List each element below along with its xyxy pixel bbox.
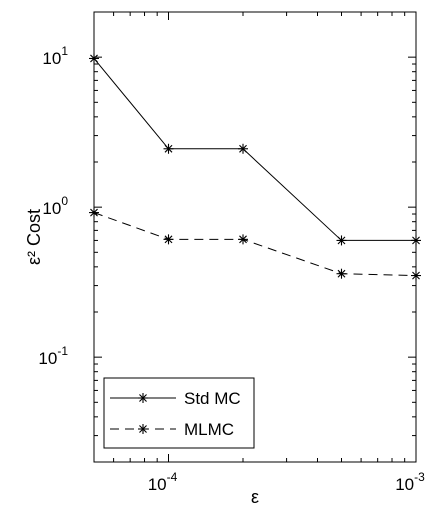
y-tick-label: 101 [42,44,68,68]
y-tick-label: 10-1 [38,344,68,368]
data-point-std-mc [89,53,99,64]
legend-label: MLMC [184,420,234,439]
y-axis-label: ε² Cost [24,209,44,265]
legend-entry-mlmc: MLMC [110,420,234,439]
legend-marker [138,393,148,403]
data-point-mlmc [336,268,347,279]
tick-labels: 10-4 10-3 10-1 100 101 [38,44,425,494]
series-mlmc [89,207,421,281]
y-tick-label: 100 [42,194,68,218]
axis-ticks [93,11,417,463]
legend-label: Std MC [184,389,241,408]
series-std-mc [89,53,421,246]
x-axis-label: ε [251,487,259,507]
data-point-mlmc [411,270,421,281]
data-point-std-mc [411,235,421,246]
legend-marker [138,424,148,434]
data-point-std-mc [163,143,174,154]
data-point-mlmc [163,234,174,245]
x-tick-label: 10-3 [395,470,425,494]
data-point-mlmc [89,207,99,218]
series-layer [89,53,421,281]
legend-box [103,377,255,449]
x-tick-label: 10-4 [148,470,178,494]
data-point-std-mc [238,143,249,154]
legend-entry-std-mc: Std MC [110,389,241,408]
data-point-std-mc [336,235,347,246]
data-point-mlmc [238,234,249,245]
legend: Std MC MLMC [103,377,255,449]
